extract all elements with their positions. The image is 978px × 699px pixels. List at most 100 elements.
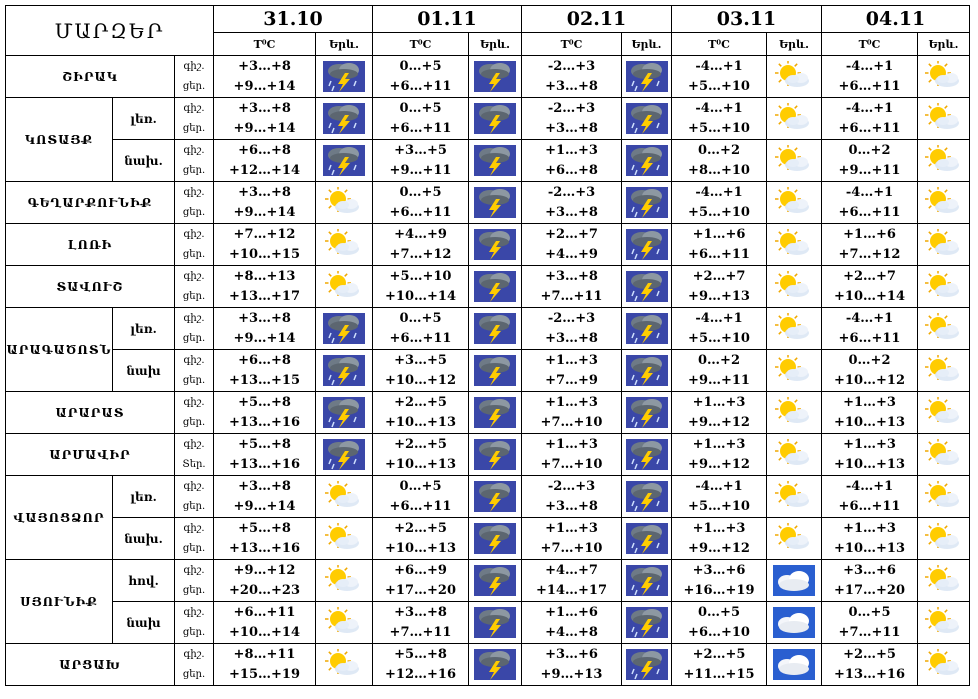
weather-cell <box>917 643 971 686</box>
day-temp: +6…+10 <box>688 624 750 640</box>
night-temp: 0…+2 <box>848 142 891 158</box>
temperature-cell: +3…+8 +9…+14 <box>213 181 317 224</box>
weather-cell <box>917 55 971 98</box>
night-temp: +3…+8 <box>238 184 291 200</box>
temperature-cell: +3…+8 +9…+14 <box>213 97 317 140</box>
day-temp: +9…+14 <box>233 498 296 514</box>
temperature-cell: +2…+7 +9…+13 <box>671 265 768 308</box>
night-label: գիշ. <box>183 60 205 72</box>
storm-rain-icon <box>625 397 668 428</box>
day-label: ցեր. <box>182 80 206 92</box>
sun-cloud-icon <box>775 187 810 213</box>
night-label: գիշ. <box>183 144 205 156</box>
temperature-cell: +6…+9 +17…+20 <box>372 559 470 602</box>
day-temp: +10…+15 <box>229 246 300 262</box>
temperature-cell: +1…+3 +10…+13 <box>821 517 919 560</box>
temperature-cell: +2…+5 +10…+13 <box>372 433 470 476</box>
weather-cell <box>917 433 971 476</box>
day-temp: +6…+11 <box>838 204 901 220</box>
table-row: նախ գիշ. ցեր. +6…+8 +13…+15 +3…+5 +10…+12 +1…+3… <box>6 349 971 392</box>
sun-cloud-icon <box>924 565 959 591</box>
day-temp: +6…+11 <box>389 498 452 514</box>
weather-cell <box>621 475 673 518</box>
region-name: ԳԵՂԱՐՔՈՒՆԻՔ <box>5 181 175 224</box>
day-temp: +13…+16 <box>229 456 300 472</box>
temperature-cell: +2…+5 +11…+15 <box>671 643 768 686</box>
region-name: ԱՐԱՐԱՏ <box>5 391 175 434</box>
night-temp: +1…+3 <box>545 352 598 368</box>
time-labels: գիշ. ցեր. <box>173 97 215 140</box>
temperature-cell: +3…+5 +9…+11 <box>372 139 470 182</box>
table-row: ՍՅՈՒՆԻՔ հով. գիշ. ցեր. +9…+12 +20…+23 +6…+9 +17… <box>5 559 971 644</box>
weather-cell <box>766 643 823 686</box>
storm-icon <box>474 313 517 344</box>
day-temp: +20…+23 <box>229 582 300 598</box>
weather-cell <box>917 265 971 308</box>
day-temp: +6…+11 <box>389 204 452 220</box>
date-header: 02.11 <box>521 5 673 33</box>
temperature-cell: -4…+1 +6…+11 <box>821 181 919 224</box>
table-row: նախ գիշ. ցեր. +6…+11 +10…+14 +3…+8 +7…+11 +1…+6… <box>6 601 971 644</box>
weather-cell <box>917 139 971 182</box>
weather-cell <box>917 181 971 224</box>
weather-cell <box>766 349 823 392</box>
day-temp: +3…+8 <box>545 204 598 220</box>
night-temp: +1…+3 <box>545 520 598 536</box>
sun-cloud-icon <box>924 61 959 87</box>
day-temp: +7…+9 <box>545 372 598 388</box>
temperature-cell: +3…+8 +9…+14 <box>213 475 317 518</box>
temperature-cell: +8…+11 +15…+19 <box>213 643 317 686</box>
weather-cell <box>621 517 673 560</box>
weather-cell <box>766 181 823 224</box>
sun-cloud-icon <box>775 271 810 297</box>
date-header: 03.11 <box>671 5 823 33</box>
night-temp: +1…+6 <box>692 226 746 242</box>
temperature-cell: 0…+5 +6…+11 <box>372 181 470 224</box>
sun-cloud-icon <box>775 145 810 171</box>
day-temp: +14…+17 <box>536 582 607 598</box>
temperature-cell: -4…+1 +6…+11 <box>821 97 919 140</box>
night-temp: +2…+5 <box>692 646 746 662</box>
night-temp: 0…+5 <box>399 100 442 116</box>
temperature-cell: +1…+3 +10…+13 <box>821 391 919 434</box>
storm-icon <box>474 61 517 92</box>
table-row: ԿՈՏԱՅՔ լեռ. գիշ. ցեր. +3…+8 +9…+14 0…+5 +6…+11-… <box>5 97 971 182</box>
night-temp: +2…+5 <box>394 436 447 452</box>
storm-large-icon <box>323 103 366 134</box>
weather-cell <box>766 97 823 140</box>
storm-icon <box>474 229 517 260</box>
weather-cell <box>468 391 523 434</box>
weather-cell <box>468 559 523 602</box>
day-temp: +10…+14 <box>385 288 456 304</box>
night-temp: 0…+5 <box>698 604 740 620</box>
sun-cloud-icon <box>924 313 959 339</box>
night-temp: 0…+5 <box>399 184 442 200</box>
time-labels: գիշ. ցեր. <box>173 643 215 686</box>
sun-cloud-icon <box>775 439 810 465</box>
night-temp: -2…+3 <box>547 478 596 494</box>
time-labels: գիշ. ցեր. <box>173 307 215 350</box>
day-temp: +10…+13 <box>385 540 456 556</box>
night-temp: 0…+2 <box>698 352 740 368</box>
day-temp: +10…+13 <box>834 456 905 472</box>
storm-icon <box>474 397 517 428</box>
subregion-name: նախ <box>112 349 175 392</box>
weather-cell <box>917 517 971 560</box>
temperature-cell: -2…+3 +3…+8 <box>521 181 623 224</box>
night-temp: +3…+6 <box>545 646 598 662</box>
night-label: գիշ. <box>183 648 205 660</box>
day-temp: +7…+10 <box>540 540 603 556</box>
weather-cell <box>315 391 374 434</box>
temperature-cell: +2…+7 +4…+9 <box>521 223 623 266</box>
weather-cell <box>621 643 673 686</box>
weather-cell <box>315 307 374 350</box>
subregion-name: լեռ. <box>112 307 175 350</box>
day-temp: +5…+10 <box>688 204 750 220</box>
temperature-cell: +2…+7 +10…+14 <box>821 265 919 308</box>
day-label: ցեր. <box>182 122 206 134</box>
night-temp: -4…+1 <box>845 310 894 326</box>
temperature-cell: +1…+3 +7…+10 <box>521 517 623 560</box>
day-temp: +6…+11 <box>688 246 750 262</box>
day-temp: +9…+14 <box>233 330 296 346</box>
night-temp: +8…+11 <box>233 646 296 662</box>
